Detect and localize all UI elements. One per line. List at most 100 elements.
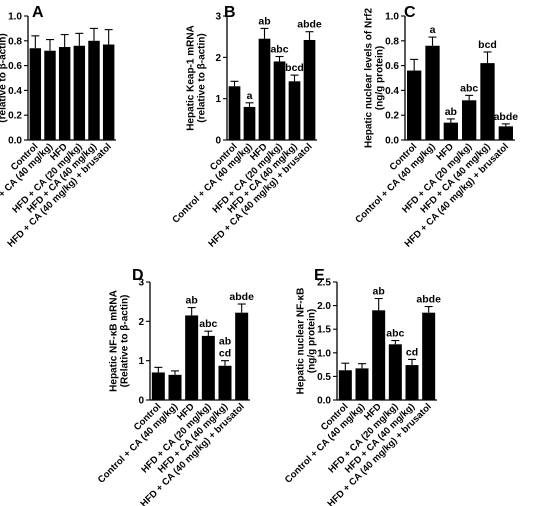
- panel-label: B: [224, 4, 236, 21]
- y-tick-label: 1.0: [385, 12, 399, 23]
- y-axis-label-line: Hepatic nuclear levels of Nrf2: [364, 8, 375, 148]
- significance-label: ab: [186, 295, 198, 307]
- significance-label: abde: [297, 19, 322, 31]
- bar: [58, 47, 71, 140]
- bar: [218, 365, 232, 400]
- y-tick-label: 2: [215, 53, 221, 64]
- y-tick-label: 0.2: [385, 111, 399, 122]
- panel-label: D: [132, 267, 144, 284]
- y-axis-label-line: (ng/g protein): [307, 309, 318, 373]
- bar: [102, 44, 115, 140]
- significance-label: abc: [460, 82, 478, 94]
- y-tick-label: 0: [138, 396, 144, 407]
- y-axis-label: Hepatic nuclear levels of Nrf2(ng/g prot…: [364, 8, 386, 148]
- bar: [480, 63, 495, 141]
- y-axis-label: Hepatic Keap-1 mRNA(relative to β-actin): [186, 25, 208, 131]
- y-tick-label: 0.0: [317, 396, 331, 407]
- significance-label: abc: [199, 318, 217, 330]
- y-tick-label: 2: [138, 317, 144, 328]
- y-tick-label: 1: [138, 356, 144, 367]
- y-tick-label: 1.5: [317, 325, 331, 336]
- y-axis-label-line: (relative to β-actin): [0, 33, 9, 122]
- bar: [498, 126, 513, 140]
- bar: [168, 374, 182, 400]
- bar: [407, 70, 422, 140]
- y-axis-label-line: Hepatic Keap-1 mRNA: [186, 25, 197, 131]
- significance-label: a: [430, 24, 436, 36]
- y-axis-label: Hepatic NF-κB mRNA(Relative to β-actin): [109, 290, 131, 392]
- bar: [425, 45, 440, 141]
- significance-label: abc: [270, 44, 288, 56]
- y-axis-label-line: (ng/g protein): [375, 46, 386, 110]
- significance-label: ab: [445, 106, 457, 118]
- y-tick-label: 3: [138, 278, 144, 289]
- y-tick-label: 2.5: [317, 278, 331, 289]
- panel-label: E: [314, 267, 325, 284]
- significance-label: abde: [416, 294, 441, 306]
- bar: [29, 48, 42, 140]
- y-tick-label: 0.4: [385, 86, 399, 97]
- bar: [422, 312, 436, 400]
- panel-label: A: [32, 4, 44, 21]
- significance-label: ab: [373, 286, 385, 298]
- significance-label: cd: [219, 348, 231, 360]
- significance-label: abde: [229, 291, 254, 303]
- chart-panel-a: A 0.0 0.2 0.4 0.6 0.8 1.0 Hepatic Nrf2 mRNA(rel…: [0, 4, 116, 250]
- bar: [388, 344, 402, 400]
- bar: [185, 315, 199, 400]
- bar: [88, 40, 100, 140]
- y-tick-label: 0.0: [385, 136, 399, 147]
- bar: [405, 365, 419, 400]
- y-tick-label: 1: [215, 94, 221, 105]
- significance-label: bcd: [478, 39, 497, 51]
- y-tick-label: 1.0: [8, 12, 22, 23]
- bar: [355, 368, 369, 400]
- bar: [235, 312, 249, 400]
- bar: [462, 100, 477, 140]
- bar: [73, 45, 86, 141]
- y-tick-label: 1.0: [317, 348, 331, 359]
- y-axis-label-line: (Relative to β-actin): [120, 295, 131, 388]
- y-axis-label-line: Hepatic nuclear NF-κB: [296, 288, 307, 395]
- bar: [338, 370, 352, 400]
- y-tick-label: 0.0: [8, 136, 22, 147]
- bar: [151, 372, 165, 400]
- y-tick-label: 0.4: [8, 86, 22, 97]
- y-axis-label-line: (relative to β-actin): [197, 33, 208, 122]
- bar: [443, 122, 458, 140]
- y-tick-label: 0.2: [8, 111, 22, 122]
- y-tick-label: 0: [215, 136, 221, 147]
- y-axis-label: Hepatic nuclear NF-κB(ng/g protein): [296, 288, 318, 395]
- chart-panel-d: D 0 1 2 3 Hepatic NF-κB mRNA(Relative to β-ac…: [96, 267, 254, 506]
- y-tick-label: 0.5: [317, 372, 331, 383]
- significance-label: bcd: [285, 62, 304, 74]
- bar: [44, 50, 56, 140]
- y-tick-label: 0.6: [8, 61, 22, 72]
- y-axis-label-line: Hepatic NF-κB mRNA: [109, 290, 120, 392]
- bar: [258, 38, 271, 140]
- chart-panel-b: B 0 1 2 3 Hepatic Keap-1 mRNA(relative to β-a…: [170, 4, 322, 250]
- y-tick-label: 0.8: [385, 36, 399, 47]
- bar: [243, 106, 256, 140]
- bar: [303, 39, 316, 141]
- significance-label: cd: [406, 346, 418, 358]
- bar: [201, 335, 215, 400]
- significance-label: a: [247, 90, 253, 102]
- y-tick-label: 3: [215, 12, 221, 23]
- panel-label: C: [404, 4, 416, 21]
- y-tick-label: 2.0: [317, 301, 331, 312]
- y-tick-label: 0.6: [385, 61, 399, 72]
- y-tick-label: 0.8: [8, 36, 22, 47]
- bar: [372, 310, 386, 400]
- significance-label: abde: [494, 111, 519, 123]
- significance-label: ab: [258, 15, 270, 27]
- significance-label: ab: [219, 336, 231, 348]
- y-axis-label: Hepatic Nrf2 mRNA(relative to β-actin): [0, 32, 9, 124]
- significance-label: abc: [386, 328, 404, 340]
- bar: [228, 86, 241, 140]
- bar: [273, 61, 286, 140]
- bar: [288, 81, 301, 140]
